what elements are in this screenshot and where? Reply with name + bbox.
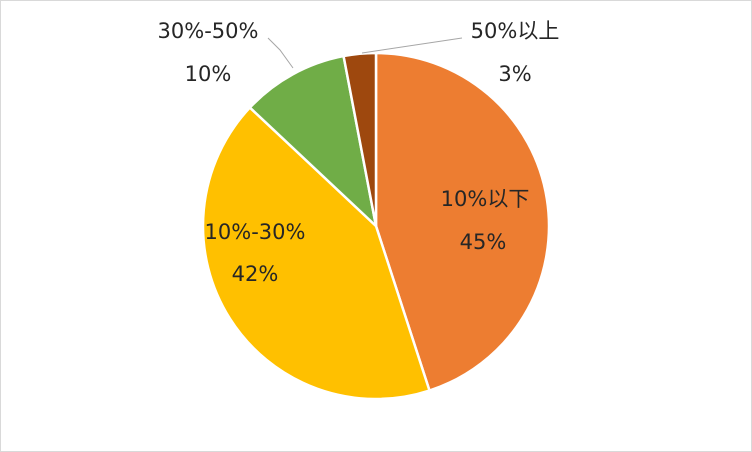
slice-label-category-2: 30%-50% — [158, 19, 259, 43]
leader-line-50-up — [361, 37, 463, 54]
slice-label-category-0: 10%以下 — [441, 187, 530, 211]
pie-slices — [201, 51, 551, 401]
slice-label-value-0: 45% — [460, 230, 507, 254]
pie-slice-1 — [201, 106, 431, 401]
leader-lines — [267, 37, 463, 69]
data-labels: 10%以下 45% 10%-30% 42% 30%-50% 10% 50%以上 … — [158, 19, 560, 286]
slice-label-value-3: 3% — [498, 62, 531, 86]
slice-label-value-1: 42% — [232, 262, 279, 286]
slice-label-category-3: 50%以上 — [471, 19, 560, 43]
slice-label-category-1: 10%-30% — [205, 220, 306, 244]
slice-label-value-2: 10% — [185, 62, 232, 86]
pie-slice-0 — [374, 51, 551, 392]
leader-line-30-50 — [267, 37, 294, 69]
pie-slice-2 — [248, 54, 378, 228]
pie-slice-3 — [342, 51, 378, 228]
